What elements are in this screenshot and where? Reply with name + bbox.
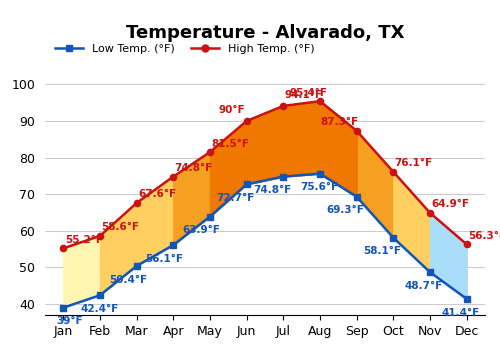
Text: 74.8°F: 74.8°F [174,163,213,173]
Low Temp. (°F) [134,264,140,268]
Low Temp. (°F) [464,297,469,301]
High Temp. (°F) [244,119,250,123]
High Temp. (°F) [134,201,140,205]
High Temp. (°F) [60,246,66,251]
Low Temp. (°F) [97,293,103,298]
Text: 74.8°F: 74.8°F [253,185,291,195]
Low Temp. (°F) [280,175,286,179]
Text: 90°F: 90°F [219,105,246,114]
Text: 76.1°F: 76.1°F [394,158,433,168]
High Temp. (°F) [390,170,396,174]
Text: 48.7°F: 48.7°F [405,281,443,291]
Line: Low Temp. (°F): Low Temp. (°F) [60,170,470,311]
Text: 64.9°F: 64.9°F [432,199,470,209]
Low Temp. (°F) [170,243,176,247]
High Temp. (°F) [427,211,433,215]
Low Temp. (°F) [317,172,323,176]
High Temp. (°F) [280,104,286,108]
Text: 39°F: 39°F [56,316,83,326]
Text: 50.4°F: 50.4°F [109,275,147,285]
High Temp. (°F) [317,99,323,103]
Text: 56.3°F: 56.3°F [468,231,500,241]
Low Temp. (°F) [354,195,360,199]
Text: 58.1°F: 58.1°F [363,246,401,257]
Text: 63.9°F: 63.9°F [182,225,220,235]
High Temp. (°F) [354,129,360,133]
High Temp. (°F) [464,242,469,246]
Text: 72.7°F: 72.7°F [216,193,254,203]
Text: 94.1°F: 94.1°F [284,90,323,100]
Low Temp. (°F) [390,236,396,240]
Text: 67.6°F: 67.6°F [138,189,176,200]
High Temp. (°F) [207,150,213,154]
Low Temp. (°F) [427,270,433,274]
Low Temp. (°F) [60,306,66,310]
Line: High Temp. (°F): High Temp. (°F) [60,98,470,252]
Text: 42.4°F: 42.4°F [80,304,119,314]
Text: 69.3°F: 69.3°F [326,205,364,215]
Text: 75.6°F: 75.6°F [300,182,339,192]
Low Temp. (°F) [244,182,250,187]
Text: 81.5°F: 81.5°F [212,139,250,148]
Low Temp. (°F) [207,215,213,219]
Text: 87.3°F: 87.3°F [320,117,358,127]
High Temp. (°F) [170,175,176,179]
Title: Temperature - Alvarado, TX: Temperature - Alvarado, TX [126,24,404,42]
Text: 95.4°F: 95.4°F [290,88,328,98]
High Temp. (°F) [97,234,103,238]
Text: 56.1°F: 56.1°F [146,254,184,264]
Text: 41.4°F: 41.4°F [442,308,480,317]
Text: 58.6°F: 58.6°F [102,222,140,232]
Legend: Low Temp. (°F), High Temp. (°F): Low Temp. (°F), High Temp. (°F) [50,40,319,58]
Text: 55.2°F: 55.2°F [64,235,102,245]
